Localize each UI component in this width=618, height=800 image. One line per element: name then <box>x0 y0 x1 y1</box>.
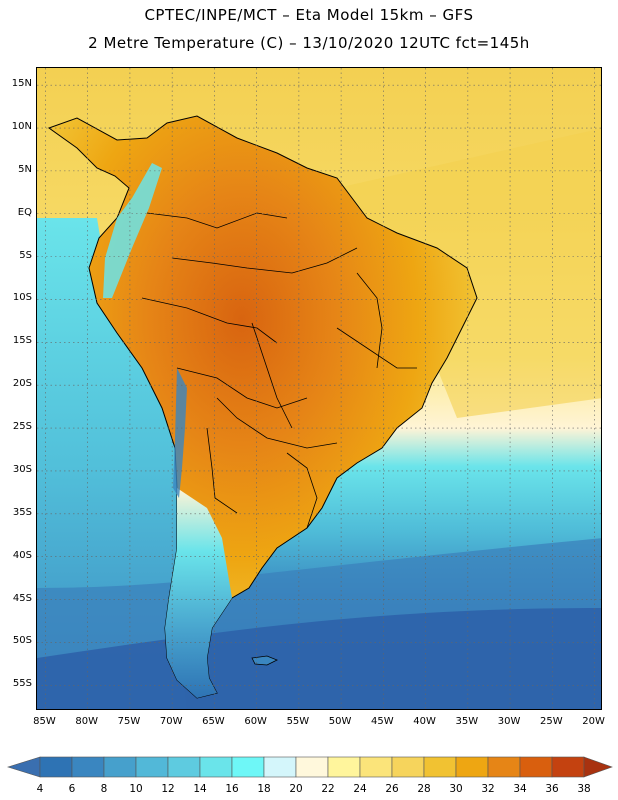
lon-tick-label: 85W <box>33 716 56 727</box>
colorbar-cell <box>295 756 329 778</box>
lon-tick-label: 40W <box>413 716 436 727</box>
colorbar-cell <box>551 756 585 778</box>
south-america-landmass <box>47 115 478 699</box>
lat-tick-label: 15N <box>11 78 32 90</box>
southern-ocean-deep <box>37 608 601 709</box>
lat-tick-label: 5S <box>19 249 32 261</box>
colorbar-tick-label: 28 <box>417 783 431 795</box>
colorbar-tick-label: 22 <box>321 783 335 795</box>
colorbar-cell <box>135 756 169 778</box>
colorbar-cell <box>263 756 297 778</box>
patagonia <box>165 488 232 698</box>
lat-tick-label: EQ <box>17 206 32 218</box>
colorbar-cell <box>167 756 201 778</box>
temperature-colorbar <box>6 756 613 778</box>
lat-tick-label: 15S <box>12 335 32 347</box>
andes-cold-strip-south <box>173 368 187 498</box>
colorbar-tick-label: 10 <box>129 783 143 795</box>
lon-tick-label: 25W <box>540 716 563 727</box>
country-borders <box>141 212 417 529</box>
map-subtitle: 2 Metre Temperature (C) – 13/10/2020 12U… <box>88 34 530 52</box>
colorbar-tick-label: 4 <box>36 783 44 795</box>
colorbar-tick-label: 34 <box>513 783 527 795</box>
lon-tick-label: 80W <box>75 716 98 727</box>
lon-tick-label: 55W <box>286 716 310 727</box>
colorbar-tick-label: 16 <box>225 783 239 795</box>
andes-cold-strip <box>103 163 162 298</box>
lat-tick-label: 40S <box>12 549 32 561</box>
colorbar-tick-label: 36 <box>545 783 559 795</box>
colorbar-tick-label: 18 <box>257 783 271 795</box>
colorbar-tick-label: 6 <box>68 783 76 795</box>
colorbar-tick-label: 26 <box>385 783 399 795</box>
colorbar-tick-label: 32 <box>481 783 495 795</box>
map-frame <box>36 67 602 710</box>
lon-tick-label: 20W <box>582 716 605 727</box>
lat-tick-label: 45S <box>12 592 32 604</box>
temperature-map <box>37 68 601 709</box>
colorbar-cell <box>199 756 233 778</box>
colorbar-tick-label: 24 <box>353 783 367 795</box>
colorbar-cell <box>359 756 393 778</box>
colorbar-cell <box>327 756 361 778</box>
lon-tick-label: 30W <box>497 716 521 727</box>
colorbar-tick-label: 12 <box>161 783 175 795</box>
lon-tick-label: 75W <box>117 716 141 727</box>
colorbar-tick-label: 38 <box>577 783 591 795</box>
colorbar-cell <box>391 756 425 778</box>
map-title: CPTEC/INPE/MCT – Eta Model 15km – GFS <box>144 6 474 24</box>
lon-tick-label: 70W <box>159 716 183 727</box>
lat-tick-label: 5N <box>18 163 32 175</box>
colorbar-tick-label: 30 <box>449 783 463 795</box>
colorbar-cell <box>487 756 521 778</box>
colorbar-tick-label: 8 <box>100 783 108 795</box>
colorbar-high-arrow <box>583 756 613 778</box>
lon-tick-label: 45W <box>371 716 394 727</box>
colorbar-cell <box>39 756 73 778</box>
lon-tick-label: 50W <box>328 716 352 727</box>
lat-tick-label: 20S <box>12 378 32 390</box>
falkland-islands <box>251 655 278 666</box>
map-gridlines <box>37 68 601 709</box>
colorbar-cell <box>423 756 457 778</box>
lat-tick-label: 10S <box>12 292 32 304</box>
colorbar-cell <box>103 756 137 778</box>
lon-tick-label: 65W <box>202 716 225 727</box>
lon-tick-label: 60W <box>244 716 267 727</box>
colorbar-cell <box>519 756 553 778</box>
lat-tick-label: 35S <box>12 506 32 518</box>
colorbar-cell <box>455 756 489 778</box>
lat-tick-label: 25S <box>12 421 32 433</box>
colorbar-cell <box>231 756 265 778</box>
lat-tick-label: 50S <box>12 635 32 647</box>
lon-tick-label: 35W <box>455 716 479 727</box>
colorbar-tick-label: 20 <box>289 783 303 795</box>
lat-tick-label: 30S <box>12 463 32 475</box>
lat-tick-label: 10N <box>11 121 32 132</box>
colorbar-cell <box>71 756 105 778</box>
lat-tick-label: 55S <box>12 678 32 690</box>
colorbar-tick-label: 14 <box>193 783 207 795</box>
colorbar-low-arrow <box>6 756 41 778</box>
